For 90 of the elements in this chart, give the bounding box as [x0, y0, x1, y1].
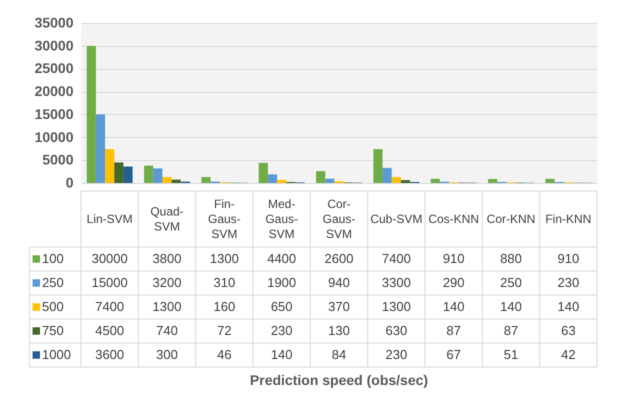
- x-tick-label: Fin-KNN: [545, 212, 592, 226]
- data-label: 1300: [382, 299, 411, 314]
- data-label: 1300: [152, 299, 182, 314]
- data-label: 740: [156, 323, 178, 338]
- data-label: 370: [328, 299, 350, 314]
- data-label: 51: [504, 347, 518, 362]
- data-label: 4400: [267, 251, 296, 266]
- y-tick-label: 10000: [34, 128, 74, 145]
- data-label: 910: [442, 251, 465, 266]
- data-label: 63: [561, 323, 576, 338]
- data-label: 300: [156, 347, 178, 362]
- data-label: 87: [504, 323, 518, 338]
- y-tick-label: 15000: [34, 106, 74, 122]
- bar: [123, 166, 133, 183]
- bar: [316, 171, 326, 183]
- data-label: 67: [446, 347, 461, 362]
- data-label: 140: [500, 299, 522, 314]
- bar: [430, 178, 440, 183]
- bar: [277, 180, 286, 183]
- bar: [373, 149, 383, 183]
- data-label: 87: [446, 323, 461, 338]
- data-label: 910: [557, 251, 580, 266]
- data-label: 1300: [210, 251, 239, 266]
- bar: [488, 178, 498, 183]
- y-tick-label: 30000: [34, 37, 74, 54]
- data-label: 4500: [95, 323, 124, 338]
- data-label: 130: [328, 323, 350, 338]
- data-label: 250: [500, 275, 522, 290]
- data-label: 1900: [267, 275, 296, 290]
- data-label: 230: [557, 275, 580, 290]
- text: Prediction speed (obs/sec): [250, 372, 428, 388]
- y-tick-label: 35000: [34, 14, 74, 30]
- bar: [392, 177, 401, 183]
- data-label: 30000: [92, 251, 128, 266]
- x-tick-label: Lin-SVM: [86, 212, 133, 226]
- data-label: 7400: [382, 251, 411, 266]
- x-tick-label: Cos-KNN: [428, 212, 480, 226]
- data-label: 230: [270, 323, 293, 338]
- data-label: 940: [328, 275, 350, 290]
- data-label: 46: [217, 347, 232, 362]
- legend-label: 250: [42, 275, 64, 290]
- data-label: 72: [217, 323, 232, 338]
- x-tick-label: Med-Gaus-SVM: [265, 197, 298, 241]
- bar: [400, 180, 410, 183]
- data-label: 84: [332, 347, 346, 362]
- data-label: 3200: [152, 275, 182, 290]
- data-label: 2600: [324, 251, 354, 266]
- legend-label: 750: [42, 323, 64, 338]
- data-label: 140: [557, 299, 580, 314]
- legend-label: 100: [42, 251, 64, 266]
- bar: [268, 174, 278, 183]
- data-label: 290: [442, 275, 465, 290]
- bar: [153, 168, 162, 183]
- bar: [325, 178, 334, 183]
- data-label: 630: [385, 323, 408, 338]
- data-label: 15000: [92, 275, 128, 290]
- data-label: 160: [213, 299, 236, 314]
- legend-label: 1000: [42, 347, 71, 362]
- data-label: 42: [561, 347, 576, 362]
- bar: [162, 177, 172, 183]
- bar: [96, 114, 106, 183]
- data-label: 880: [500, 251, 522, 266]
- data-label: 7400: [95, 299, 124, 314]
- bar: [86, 46, 96, 183]
- data-label: 230: [385, 347, 408, 362]
- bar: [545, 178, 555, 183]
- x-tick-label: Cub-SVM: [370, 212, 422, 226]
- bar: [201, 177, 211, 183]
- bar: [382, 168, 392, 183]
- bar: [114, 162, 124, 183]
- y-tick-label: 20000: [34, 83, 74, 100]
- bar: [105, 149, 114, 183]
- bar: [172, 180, 181, 183]
- data-label: 3300: [382, 275, 411, 290]
- data-label: 140: [442, 299, 465, 314]
- data-label: 310: [213, 275, 236, 290]
- legend-label: 500: [42, 299, 64, 314]
- data-label: 650: [270, 299, 293, 314]
- x-tick-label: Fin-Gaus-SVM: [208, 197, 241, 241]
- bar: [258, 162, 268, 183]
- x-tick-label: Cor-Gaus-SVM: [322, 197, 356, 241]
- data-label: 3600: [95, 347, 124, 362]
- y-tick-label: 5000: [42, 152, 74, 168]
- y-tick-label: 25000: [34, 60, 74, 76]
- data-label: 140: [270, 347, 293, 362]
- data-label: 3800: [152, 251, 182, 266]
- x-tick-label: Quad-SVM: [150, 204, 184, 234]
- bar: [144, 166, 154, 183]
- y-tick-label: 0: [66, 174, 74, 190]
- x-tick-label: Cor-KNN: [486, 212, 536, 226]
